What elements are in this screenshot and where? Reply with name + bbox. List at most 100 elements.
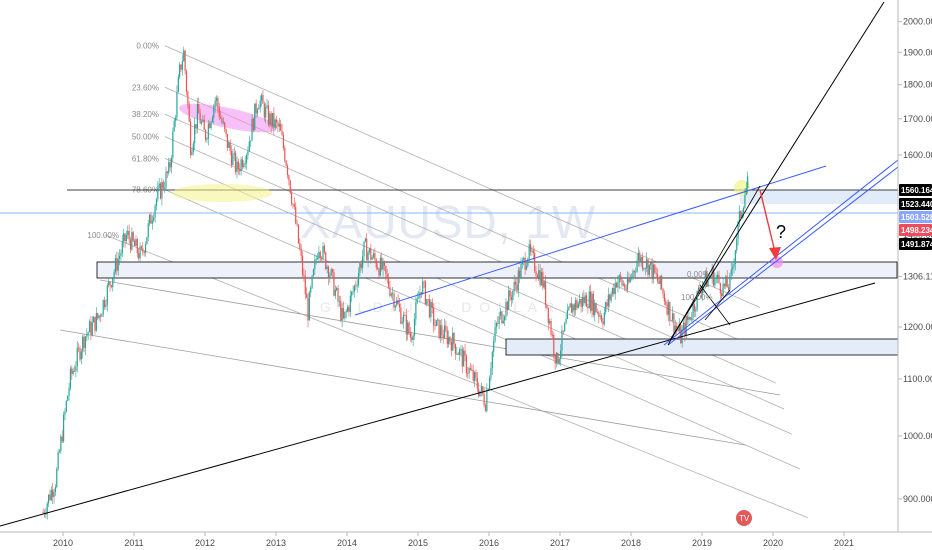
candle-body bbox=[232, 154, 234, 165]
candle-body bbox=[60, 436, 62, 452]
candle-body bbox=[435, 320, 437, 327]
candle-body bbox=[196, 103, 199, 128]
candle-body bbox=[329, 275, 331, 279]
channel-upper-line bbox=[354, 165, 827, 316]
candle-body bbox=[671, 313, 674, 321]
candle-body bbox=[237, 161, 239, 169]
candle-body bbox=[323, 245, 325, 253]
candle-body bbox=[110, 285, 112, 288]
candle-body bbox=[187, 91, 189, 105]
candle-body bbox=[564, 323, 566, 332]
candle-body bbox=[736, 238, 738, 251]
candle-body bbox=[146, 237, 148, 245]
candle-body bbox=[450, 341, 452, 351]
candle-body bbox=[620, 275, 622, 280]
candle-body bbox=[300, 249, 302, 256]
candle-body bbox=[341, 308, 343, 321]
candle-body bbox=[154, 205, 156, 218]
candle-body bbox=[480, 386, 483, 392]
candle-body bbox=[512, 290, 514, 300]
candle-body bbox=[94, 316, 96, 331]
candle-body bbox=[67, 395, 69, 401]
candle-body bbox=[393, 293, 395, 308]
candle-body bbox=[101, 314, 103, 317]
candle-body bbox=[153, 217, 155, 221]
fib-label: 23.60% bbox=[132, 83, 159, 92]
candle-body bbox=[53, 491, 55, 497]
candle-body bbox=[495, 323, 498, 327]
candle-body bbox=[383, 261, 386, 266]
x-tick-label: 2018 bbox=[621, 538, 641, 548]
candle-body bbox=[244, 163, 246, 165]
candle-body bbox=[590, 291, 592, 311]
candle-body bbox=[276, 119, 278, 123]
candle-body bbox=[364, 238, 366, 242]
candle-body bbox=[404, 314, 406, 316]
price-tag: 1523.440 bbox=[899, 198, 932, 210]
candle-body bbox=[140, 246, 143, 249]
candle-body bbox=[408, 322, 410, 334]
candle-body bbox=[400, 307, 402, 324]
candle-body bbox=[658, 280, 660, 284]
candle-body bbox=[306, 293, 308, 298]
steep-trendline bbox=[669, 1, 885, 341]
y-tick-label: 1600.000 bbox=[903, 150, 932, 160]
fib-label: 38.20% bbox=[132, 110, 159, 119]
candle-body bbox=[486, 390, 488, 411]
candle-body bbox=[286, 165, 289, 176]
candle-body bbox=[558, 358, 560, 364]
candle-body bbox=[166, 171, 168, 173]
candle-body bbox=[256, 109, 259, 114]
candle-body bbox=[431, 301, 433, 308]
candle-body bbox=[703, 282, 705, 287]
candle-body bbox=[91, 322, 93, 335]
candle-body bbox=[509, 290, 511, 297]
candle-body bbox=[498, 315, 500, 324]
candle-body bbox=[721, 293, 723, 297]
candle-body bbox=[250, 140, 252, 142]
candle-body bbox=[524, 257, 526, 270]
candle-body bbox=[372, 253, 375, 258]
x-tick-label: 2011 bbox=[124, 538, 143, 548]
candle-body bbox=[573, 304, 575, 311]
candle-body bbox=[673, 313, 675, 333]
candle-body bbox=[605, 302, 607, 313]
price-tag-box bbox=[899, 184, 932, 196]
candle-body bbox=[389, 287, 391, 296]
candle-body bbox=[149, 214, 151, 224]
candle-body bbox=[591, 293, 593, 311]
candle-body bbox=[693, 304, 696, 312]
fib-label: 50.00% bbox=[132, 133, 159, 142]
candle-body bbox=[311, 275, 313, 288]
candle-body bbox=[307, 297, 309, 321]
candle-body bbox=[651, 262, 653, 280]
candle-body bbox=[636, 260, 638, 272]
candle-body bbox=[536, 275, 538, 278]
candle-body bbox=[438, 319, 440, 339]
candle-body bbox=[368, 248, 371, 253]
candle-body bbox=[647, 259, 649, 275]
candle-body bbox=[164, 187, 166, 189]
candle-body bbox=[442, 335, 444, 339]
candle-body bbox=[165, 171, 167, 188]
candle-body bbox=[150, 214, 152, 224]
candle-body bbox=[560, 350, 562, 359]
candle-body bbox=[452, 332, 454, 351]
fib-channel-lines: 0.00%23.60%38.20%50.00%61.80%78.60%100.0… bbox=[59, 42, 809, 519]
candle-body bbox=[409, 333, 412, 338]
candle-body bbox=[397, 300, 399, 304]
candle-body bbox=[729, 274, 731, 290]
tradingview-logo-icon[interactable]: TV bbox=[736, 510, 752, 526]
candle-body bbox=[356, 284, 358, 287]
candle-body bbox=[99, 315, 102, 317]
candle-body bbox=[479, 391, 481, 397]
candle-body bbox=[49, 494, 51, 501]
candle-body bbox=[487, 389, 489, 391]
candle-body bbox=[118, 255, 121, 259]
candle-body bbox=[532, 250, 534, 253]
candle-body bbox=[510, 296, 513, 300]
candle-body bbox=[584, 295, 586, 304]
candle-body bbox=[411, 337, 413, 341]
candle-body bbox=[611, 288, 614, 295]
